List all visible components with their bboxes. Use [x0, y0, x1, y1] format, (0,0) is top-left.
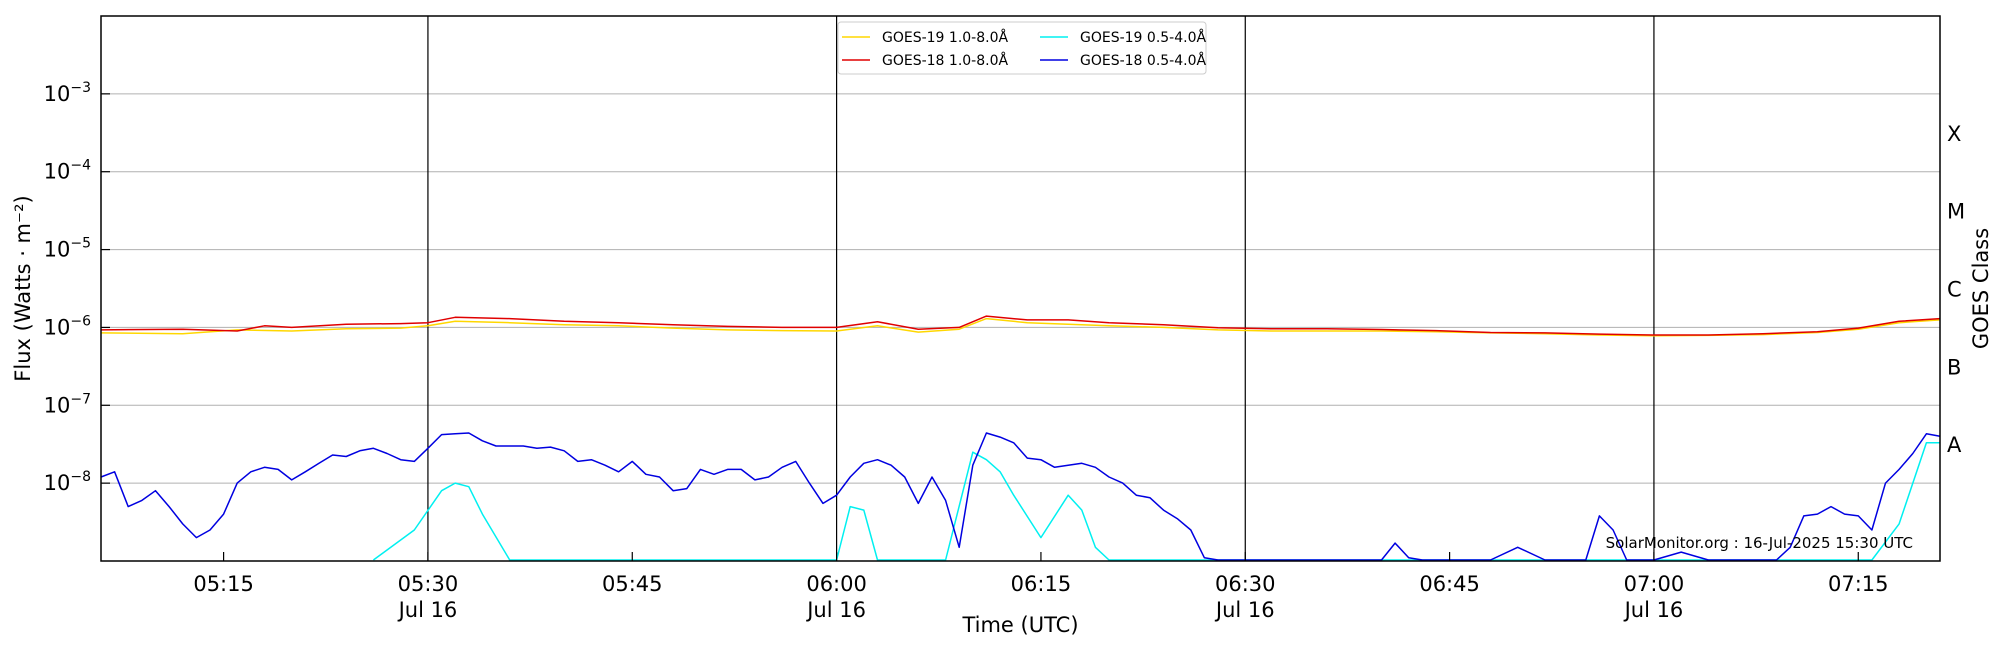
grid-layer	[101, 93, 1940, 484]
series-layer	[100, 315, 1941, 561]
x-tick-sublabel-5: Jul 16	[1214, 598, 1275, 622]
series-line-3	[100, 432, 1941, 561]
legend-label-goes19-long: GOES-19 1.0-8.0Å	[882, 29, 1008, 46]
goes-class-label-b: B	[1947, 355, 1961, 379]
x-tick-label-5: 06:30	[1215, 572, 1276, 596]
legend-box	[837, 21, 1207, 75]
legend-label-goes18-short: GOES-18 0.5-4.0Å	[1080, 52, 1206, 69]
y-tick-label-3: 10−6	[44, 313, 91, 339]
tick-layer	[101, 93, 1859, 561]
y-tick-label-4: 10−7	[44, 391, 91, 417]
goes-class-label-a: A	[1947, 433, 1962, 457]
goes-class-label-x: X	[1947, 122, 1961, 146]
x-axis-title: Time (UTC)	[961, 613, 1078, 637]
goes-class-label-m: M	[1947, 200, 1965, 224]
x-tick-label-6: 06:45	[1419, 572, 1480, 596]
y-tick-label-0: 10−3	[44, 80, 91, 106]
goes-class-label-c: C	[1947, 278, 1962, 302]
legend-label-goes18-long: GOES-18 1.0-8.0Å	[882, 52, 1008, 69]
x-tick-label-4: 06:15	[1011, 572, 1072, 596]
x-tick-sublabel-7: Jul 16	[1623, 598, 1684, 622]
y-tick-label-2: 10−5	[44, 236, 91, 262]
plot-frame	[100, 15, 1941, 562]
legend-label-goes19-short: GOES-19 0.5-4.0Å	[1080, 29, 1206, 46]
x-tick-label-2: 05:45	[602, 572, 663, 596]
series-line-1	[100, 315, 1941, 336]
y-tick-label-5: 10−8	[44, 469, 91, 495]
y-tick-label-1: 10−4	[44, 158, 91, 184]
vline-layer	[427, 16, 1655, 561]
series-line-0	[100, 317, 1941, 337]
y-axis-title: Flux (Watts · m⁻²)	[11, 195, 35, 381]
x-tick-label-0: 05:15	[193, 572, 254, 596]
x-tick-label-7: 07:00	[1624, 572, 1685, 596]
x-tick-label-8: 07:15	[1828, 572, 1889, 596]
x-tick-label-3: 06:00	[806, 572, 867, 596]
watermark-text: SolarMonitor.org : 16-Jul-2025 15:30 UTC	[1606, 534, 1913, 552]
x-tick-sublabel-1: Jul 16	[397, 598, 458, 622]
x-tick-sublabel-3: Jul 16	[805, 598, 866, 622]
legend: GOES-19 1.0-8.0Å GOES-18 1.0-8.0Å GOES-1…	[837, 21, 1207, 75]
goes-class-axis-title: GOES Class	[1969, 228, 1993, 349]
x-tick-label-1: 05:30	[398, 572, 459, 596]
